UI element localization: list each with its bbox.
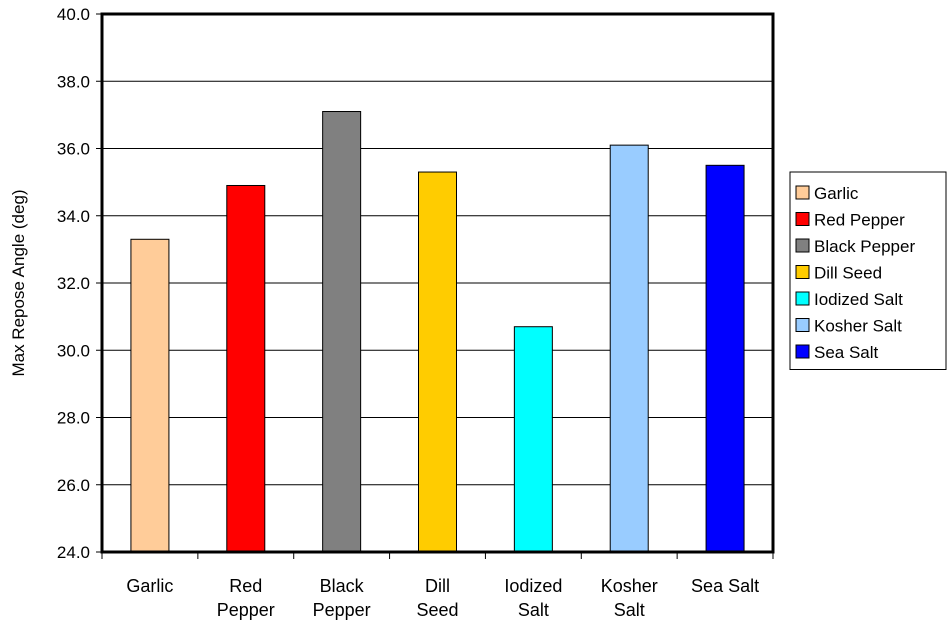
x-category-label: Dill Seed [416,576,458,620]
legend-label: Iodized Salt [814,290,903,309]
bar-dill-seed [418,171,457,553]
y-tick-label: 40.0 [57,5,90,24]
bars [130,111,745,553]
legend-swatch [795,265,810,279]
legend-label: Kosher Salt [814,317,902,336]
legend: Garlic Red Pepper Black Pepper Dill Seed Iod… [789,171,947,370]
x-category-label: Sea Salt [691,576,759,596]
legend-label: Red Pepper [814,211,905,230]
bar-red-pepper [226,184,266,553]
legend-swatch [795,212,810,226]
y-tick-label: 30.0 [57,341,90,360]
y-tick-label: 28.0 [57,409,90,428]
bar-kosher-salt [609,144,649,553]
y-tick-label: 26.0 [57,476,90,495]
legend-swatch [795,291,810,306]
x-category-label: Kosher Salt [601,576,658,620]
legend-label: Dill Seed [814,264,882,283]
y-tick-label: 32.0 [57,274,90,293]
x-category-label: Black Pepper [313,576,371,620]
x-category-labels: Garlic Red Pepper Black Pepper Dill Seed Iodize… [126,576,759,620]
legend-swatch [795,238,810,253]
y-tick-label: 24.0 [57,543,90,562]
legend-label: Garlic [814,184,859,203]
bar-garlic [130,238,170,553]
legend-label: Sea Salt [814,343,879,362]
x-category-label: Garlic [126,576,173,596]
legend-swatch [795,344,810,359]
bar-iodized-salt [513,326,553,553]
y-tick-label: 36.0 [57,140,90,159]
legend-swatch [795,318,810,332]
y-axis-title: Max Repose Angle (deg) [9,189,28,376]
x-category-label: Red Pepper [217,576,275,620]
legend-label: Black Pepper [814,237,915,256]
axes [96,13,774,559]
y-tick-labels: 24.0 26.0 28.0 30.0 32.0 34.0 36.0 38.0 40.0 [57,5,90,562]
y-tick-label: 34.0 [57,207,90,226]
legend-box [789,171,947,370]
y-tick-label: 38.0 [57,72,90,91]
bar-black-pepper [322,111,362,553]
x-category-label: Iodized Salt [504,576,562,620]
bar-sea-salt [705,164,745,553]
legend-swatch [795,185,810,200]
